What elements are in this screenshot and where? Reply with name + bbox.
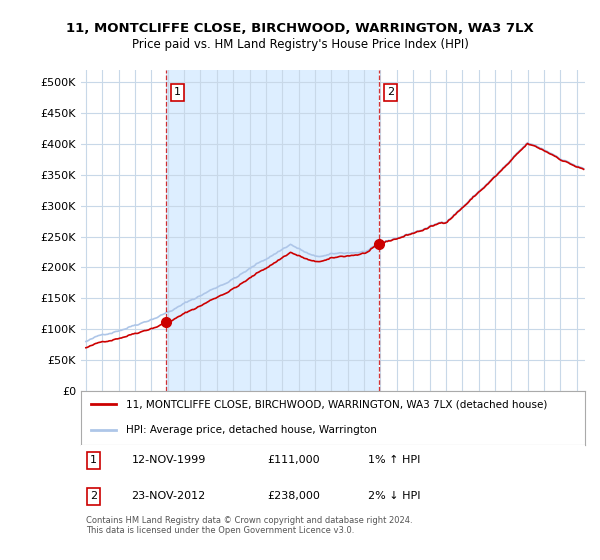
Text: £238,000: £238,000	[268, 491, 320, 501]
Text: 1: 1	[174, 87, 181, 97]
Text: 12-NOV-1999: 12-NOV-1999	[131, 455, 206, 465]
Bar	[166, 70, 379, 391]
Text: 11, MONTCLIFFE CLOSE, BIRCHWOOD, WARRINGTON, WA3 7LX (detached house): 11, MONTCLIFFE CLOSE, BIRCHWOOD, WARRING…	[127, 399, 548, 409]
Text: 2: 2	[387, 87, 394, 97]
Text: 1: 1	[90, 455, 97, 465]
Text: HPI: Average price, detached house, Warrington: HPI: Average price, detached house, Warr…	[127, 425, 377, 435]
Text: 1% ↑ HPI: 1% ↑ HPI	[368, 455, 421, 465]
Text: 2: 2	[90, 491, 97, 501]
Text: 2% ↓ HPI: 2% ↓ HPI	[368, 491, 421, 501]
Text: 11, MONTCLIFFE CLOSE, BIRCHWOOD, WARRINGTON, WA3 7LX: 11, MONTCLIFFE CLOSE, BIRCHWOOD, WARRING…	[66, 22, 534, 35]
Text: Contains HM Land Registry data © Crown copyright and database right 2024.
This d: Contains HM Land Registry data © Crown c…	[86, 516, 413, 535]
Text: £111,000: £111,000	[268, 455, 320, 465]
Text: 23-NOV-2012: 23-NOV-2012	[131, 491, 206, 501]
Text: Price paid vs. HM Land Registry's House Price Index (HPI): Price paid vs. HM Land Registry's House …	[131, 38, 469, 50]
